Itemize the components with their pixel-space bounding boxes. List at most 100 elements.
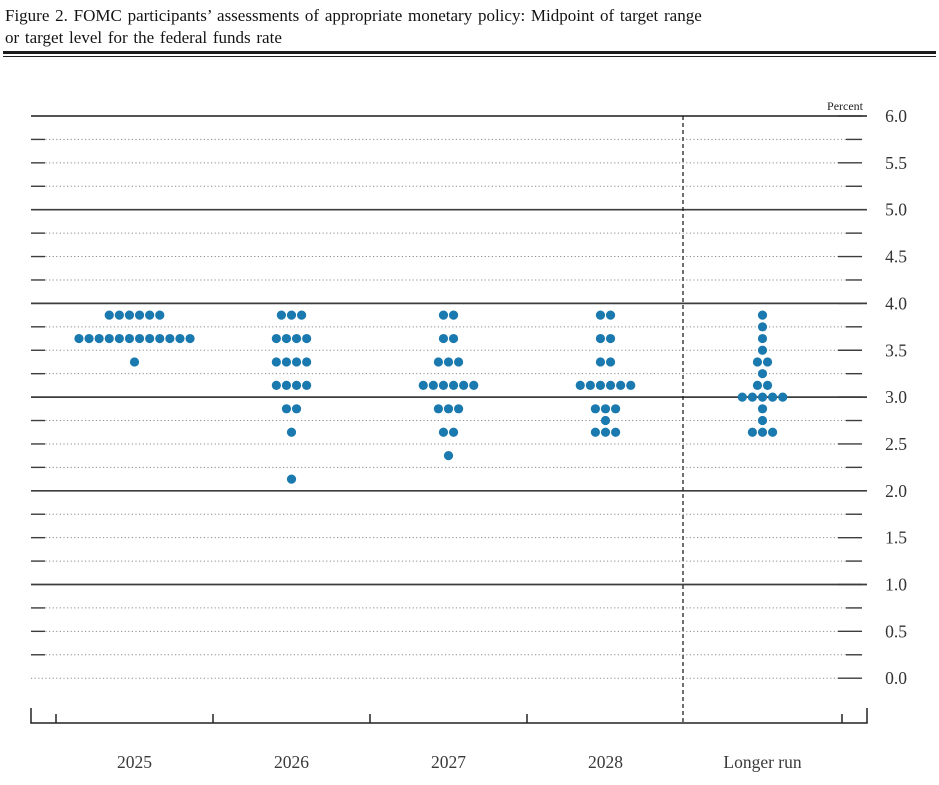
projection-dot	[752, 357, 763, 367]
dots-2027	[418, 310, 479, 461]
projection-dot	[297, 310, 307, 320]
projection-dot	[762, 380, 773, 390]
y-tick-label: 1.0	[885, 575, 907, 595]
y-tick-label: 2.0	[885, 481, 907, 501]
projection-dot	[616, 380, 626, 390]
projection-dot	[469, 380, 479, 390]
solid-gridlines	[31, 115, 867, 586]
projection-dot	[74, 333, 84, 344]
projection-dot	[443, 357, 454, 367]
projection-dot	[757, 310, 768, 320]
projection-dot	[271, 357, 281, 367]
projection-dot	[575, 380, 585, 390]
projection-dot	[124, 333, 135, 344]
projection-dot	[129, 357, 140, 367]
projection-dot	[124, 310, 135, 320]
y-tick-label: 5.5	[885, 153, 907, 173]
projection-dot	[757, 345, 768, 355]
projection-dot	[448, 380, 459, 390]
projection-dot	[443, 451, 454, 461]
projection-dot	[600, 415, 611, 426]
projection-dot	[747, 427, 758, 437]
projection-dot	[757, 404, 768, 414]
y-axis-ticks	[31, 115, 862, 679]
projection-dot	[291, 380, 302, 390]
projection-dot	[757, 369, 768, 379]
projection-dot	[600, 427, 611, 437]
y-tick-label: 2.5	[885, 434, 907, 454]
x-tick-label: 2028	[588, 752, 623, 772]
projection-dot	[104, 310, 114, 320]
y-tick-label: 4.0	[885, 293, 907, 313]
x-axis-labels: 2025 2026 2027 2028 Longer run	[117, 752, 802, 772]
projection-dot	[271, 380, 281, 390]
projection-dot	[286, 474, 297, 484]
dots-longer-run	[737, 310, 788, 437]
projection-dot	[611, 427, 621, 437]
projection-dot	[595, 357, 606, 367]
projection-dot	[428, 380, 438, 390]
projection-dot	[145, 310, 155, 320]
projection-dot	[768, 427, 778, 437]
projection-dot	[737, 392, 747, 402]
projection-dot	[605, 357, 616, 367]
projection-dot	[291, 357, 302, 367]
projection-dot	[438, 427, 449, 437]
x-tick-label: Longer run	[723, 752, 801, 772]
projection-dot	[757, 427, 768, 437]
projection-dot	[94, 333, 104, 344]
projection-dot	[438, 380, 449, 390]
y-tick-label: 4.5	[885, 247, 907, 267]
projection-dot	[762, 357, 773, 367]
projection-dot	[286, 310, 297, 320]
projection-dot	[291, 404, 302, 414]
projection-dot	[418, 380, 428, 390]
projection-dot	[768, 392, 778, 402]
title-double-rule	[3, 51, 936, 57]
projection-dot	[605, 380, 616, 390]
projection-dot	[281, 357, 292, 367]
projection-dot	[276, 310, 286, 320]
x-axis	[30, 708, 868, 724]
projection-dot	[104, 333, 114, 344]
projection-dot	[448, 427, 459, 437]
projection-dot	[605, 310, 616, 320]
projection-dot	[281, 404, 292, 414]
y-tick-label: 3.5	[885, 340, 907, 360]
projection-dot	[747, 392, 758, 402]
projection-dot	[595, 310, 606, 320]
projection-dot	[595, 380, 606, 390]
projection-dot	[433, 404, 443, 414]
projection-dot	[757, 333, 768, 344]
y-tick-label: 6.0	[885, 106, 907, 126]
y-tick-label: 1.5	[885, 528, 907, 548]
x-tick-label: 2026	[274, 752, 309, 772]
projection-dot	[271, 333, 281, 344]
projection-dot	[302, 380, 312, 390]
projection-dot	[454, 404, 464, 414]
projection-dot	[165, 333, 175, 344]
projection-dot	[605, 333, 616, 344]
projection-dot	[590, 404, 601, 414]
projection-dot	[155, 333, 165, 344]
projection-dot	[175, 333, 185, 344]
projection-dot	[752, 380, 763, 390]
projection-dot	[291, 333, 302, 344]
dots-2026	[271, 310, 312, 484]
projection-dot	[286, 427, 297, 437]
projection-dot	[757, 322, 768, 332]
projection-dot	[302, 333, 312, 344]
projection-dot	[757, 392, 768, 402]
projection-dot	[600, 404, 611, 414]
dots-2025	[74, 310, 195, 367]
projection-dot	[443, 404, 454, 414]
projection-dot	[757, 415, 768, 426]
projection-dot	[626, 380, 636, 390]
projection-dot	[145, 333, 155, 344]
projection-dot	[155, 310, 165, 320]
projection-dot	[438, 310, 449, 320]
percent-axis-label: Percent	[827, 99, 864, 113]
figure-title: Figure 2. FOMC participants’ assessments…	[5, 5, 920, 49]
